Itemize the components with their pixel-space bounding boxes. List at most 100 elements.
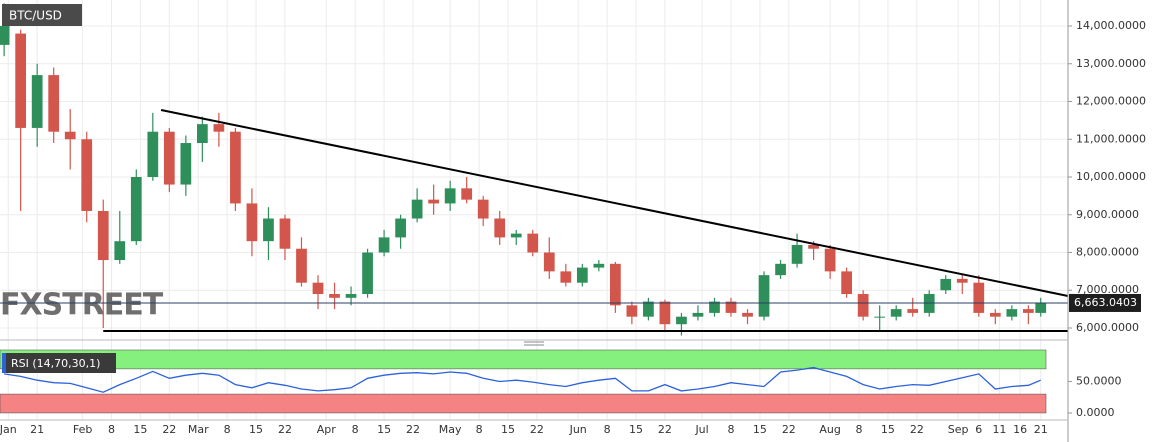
candle-body [742, 312, 753, 317]
y-tick-label: 9,000.0000 [1076, 208, 1139, 221]
x-tick-label: 22 [278, 423, 292, 436]
x-tick-label: 8 [604, 423, 611, 436]
x-tick-label: Feb [73, 423, 92, 436]
candle-body [1006, 309, 1018, 317]
y-tick-label: 12,000.0000 [1076, 95, 1146, 108]
x-tick-label: Jul [694, 423, 708, 436]
watermark: FXSTREET [0, 288, 164, 323]
candle-body [824, 248, 836, 272]
candle-body [444, 188, 456, 204]
title-box [2, 4, 82, 26]
candle-body [411, 199, 423, 219]
rsi-title: RSI (14,70,30,1) [11, 357, 100, 370]
candle-body [626, 305, 638, 317]
x-tick-label: 22 [162, 423, 176, 436]
x-tick-label: 22 [406, 423, 420, 436]
candle-body [940, 278, 952, 291]
candle-body [676, 316, 687, 325]
candle-body [246, 203, 258, 242]
candle-body [345, 294, 357, 298]
x-tick-label: 8 [727, 423, 734, 436]
x-tick-label: 22 [782, 423, 796, 436]
candle-body [494, 218, 506, 238]
candle-body [973, 282, 985, 313]
candle-body [510, 233, 522, 238]
rsi-line [4, 366, 1041, 393]
candle-body [560, 271, 572, 283]
candle-body [461, 188, 473, 200]
x-tick-label: 21 [1034, 423, 1048, 436]
x-tick-label: 15 [377, 423, 391, 436]
x-tick-label: Jan [0, 423, 17, 436]
candle-body [230, 131, 241, 204]
x-tick-label: 21 [30, 423, 44, 436]
candle-body [791, 244, 803, 264]
candle-body [213, 124, 225, 132]
candle-body [428, 199, 440, 204]
rsi-color-tag [2, 353, 6, 373]
candle-body [609, 263, 621, 306]
candle-body [81, 139, 93, 211]
x-tick-label: 15 [881, 423, 895, 436]
x-tick-label: 22 [658, 423, 672, 436]
candle-body [312, 282, 324, 295]
candle-body [527, 233, 539, 253]
candle-body [378, 237, 390, 253]
overbought-zone [0, 349, 1047, 370]
candle-body [329, 294, 340, 298]
candle-body [64, 131, 76, 140]
x-tick-label: 8 [476, 423, 483, 436]
candle-body [659, 301, 671, 325]
x-tick-label: 22 [910, 423, 924, 436]
rsi-tick-label: 0.0000 [1076, 406, 1115, 419]
x-tick-label: 15 [753, 423, 767, 436]
x-tick-label: 15 [133, 423, 147, 436]
candle-body [48, 75, 60, 132]
candle-body [874, 316, 886, 318]
y-tick-label: 11,000.0000 [1076, 132, 1146, 145]
y-tick-label: 10,000.0000 [1076, 170, 1146, 183]
y-tick-label: 14,000.0000 [1076, 19, 1146, 32]
x-tick-label: 8 [352, 423, 359, 436]
rsi-title-box [2, 353, 116, 373]
candle-body [775, 263, 786, 276]
y-tick-label: 8,000.0000 [1076, 245, 1139, 258]
candle-body [477, 199, 489, 219]
candle-body [196, 124, 208, 144]
rsi-tick-label: 50.0000 [1076, 374, 1122, 387]
x-tick-label: Jun [569, 423, 587, 436]
candle-body [643, 301, 654, 317]
x-tick-label: Sep [948, 423, 969, 436]
candle-body [395, 218, 406, 238]
x-tick-label: Apr [317, 423, 337, 436]
candle-body [989, 312, 1001, 317]
x-tick-label: 15 [249, 423, 263, 436]
x-tick-label: Aug [819, 423, 840, 436]
candle-body [31, 75, 43, 128]
x-tick-label: 16 [1013, 423, 1027, 436]
candle-body [180, 143, 192, 185]
candle-body [956, 278, 968, 283]
candle-body [543, 252, 555, 272]
trendline [160, 109, 1069, 297]
candle-body [362, 252, 373, 295]
last-price-label: 6,663.0403 [1074, 296, 1137, 309]
x-tick-label: 15 [501, 423, 515, 436]
x-tick-label: Mar [188, 423, 209, 436]
oversold-zone [0, 393, 1047, 414]
candle-body [1035, 302, 1047, 313]
candle-body [147, 131, 159, 178]
y-tick-label: 13,000.0000 [1076, 57, 1146, 70]
candle-body [692, 312, 704, 317]
candle-body [576, 267, 588, 283]
last-price-box [1069, 293, 1141, 312]
x-tick-label: 22 [530, 423, 544, 436]
chart-title: BTC/USD [9, 9, 62, 23]
x-tick-label: 8 [108, 423, 115, 436]
candle-body [114, 241, 126, 261]
candle-body [0, 26, 10, 45]
candle-body [130, 177, 142, 242]
candle-body [907, 309, 919, 313]
candle-body [1022, 309, 1034, 313]
candle-body [808, 244, 819, 249]
